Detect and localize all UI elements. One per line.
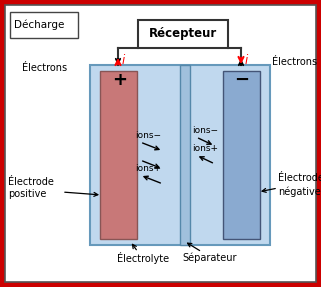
Text: ions−: ions− (135, 131, 161, 140)
Bar (223, 71, 260, 239)
Text: Décharge: Décharge (14, 20, 65, 30)
Text: −: − (234, 71, 249, 89)
Bar (10, 12, 78, 38)
Text: Séparateur: Séparateur (183, 253, 237, 263)
Bar (100, 71, 137, 239)
Text: Électrons: Électrons (272, 57, 317, 67)
Text: Électrode
positive: Électrode positive (8, 177, 54, 199)
Text: ions+: ions+ (192, 144, 218, 153)
Text: i: i (122, 55, 125, 67)
Bar (180, 65, 190, 245)
Text: Électrode
négative: Électrode négative (278, 173, 321, 197)
Text: Électrons: Électrons (22, 63, 67, 73)
Bar (90, 65, 270, 245)
Text: Électrolyte: Électrolyte (117, 252, 169, 264)
Text: Récepteur: Récepteur (149, 28, 217, 40)
Text: i: i (245, 55, 248, 67)
Text: ions+: ions+ (135, 164, 161, 173)
Text: +: + (112, 71, 127, 89)
Text: ions−: ions− (192, 126, 218, 135)
Bar (138, 20, 228, 48)
